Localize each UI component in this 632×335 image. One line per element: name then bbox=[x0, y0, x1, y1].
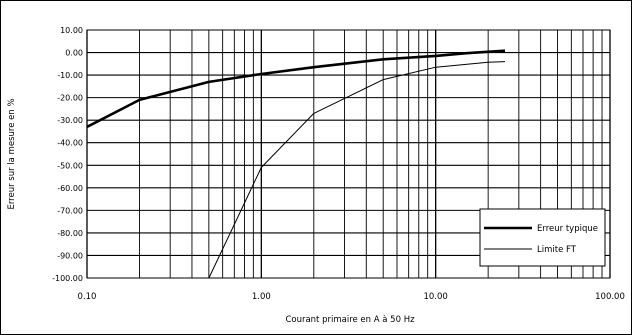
series-line-erreur-typique bbox=[86, 49, 506, 129]
y-tick-label: -40.00 bbox=[57, 139, 83, 148]
x-tick-label: 100.00 bbox=[595, 292, 625, 302]
series-layer bbox=[86, 49, 506, 279]
y-tick-label: -10.00 bbox=[57, 71, 83, 80]
x-axis-label: Courant primaire en A à 50 Hz bbox=[285, 315, 415, 325]
y-tick-label: -100.00 bbox=[52, 274, 83, 283]
plot-area-border bbox=[86, 29, 611, 279]
x-tick-label: 10.00 bbox=[423, 292, 447, 302]
legend: Erreur typique Limite FT bbox=[479, 208, 606, 267]
y-tick-label: -80.00 bbox=[57, 229, 83, 238]
y-tick-label: -60.00 bbox=[57, 184, 83, 193]
y-tick-label: 0.00 bbox=[65, 49, 83, 58]
legend-label-erreur-typique: Erreur typique bbox=[537, 224, 598, 234]
y-tick-label: -50.00 bbox=[57, 161, 83, 170]
x-tick-label: 0.10 bbox=[78, 292, 97, 302]
y-tick-label: -30.00 bbox=[57, 116, 83, 125]
series-line-limite-ft bbox=[208, 61, 506, 279]
y-axis-label: Erreur sur la mesure en % bbox=[7, 98, 17, 209]
y-tick-label: -90.00 bbox=[57, 251, 83, 260]
y-tick-label: 10.00 bbox=[60, 26, 83, 35]
minor-gridlines bbox=[139, 30, 603, 278]
x-tick-labels: 0.10 1.00 10.00 100.00 bbox=[78, 292, 625, 302]
y-tick-label: -20.00 bbox=[57, 94, 83, 103]
x-tick-label: 1.00 bbox=[252, 292, 271, 302]
y-tick-label: -70.00 bbox=[57, 206, 83, 215]
legend-label-limite-ft: Limite FT bbox=[537, 245, 577, 255]
legend-box bbox=[479, 208, 606, 267]
y-tick-labels: 10.00 0.00 -10.00 -20.00 -30.00 -40.00 -50.00 -… bbox=[52, 26, 83, 283]
